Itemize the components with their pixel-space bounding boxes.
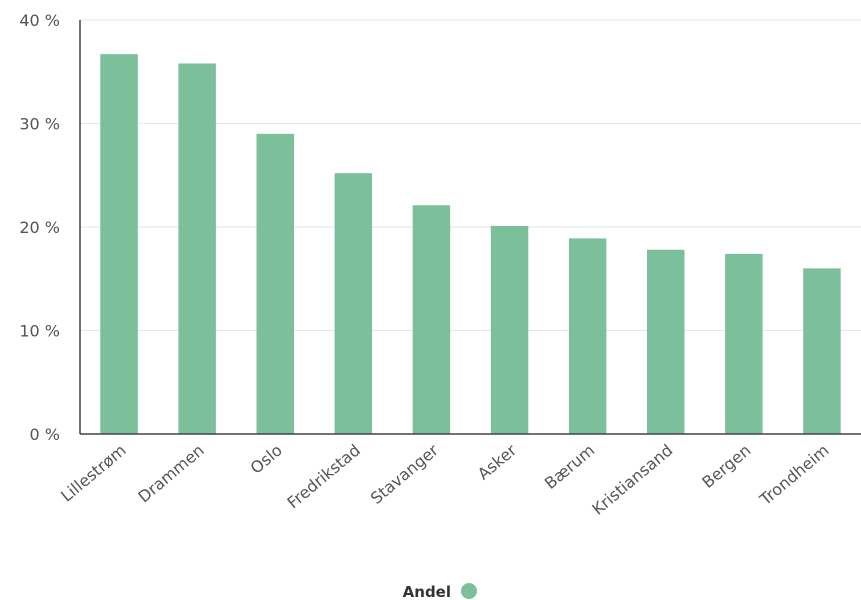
y-tick-label: 10 % — [19, 322, 60, 341]
y-tick-label: 20 % — [19, 218, 60, 237]
y-tick-label: 0 % — [30, 425, 60, 444]
x-tick-label: Oslo — [247, 441, 286, 478]
bar[interactable] — [568, 238, 607, 434]
x-tick-label: Trondheim — [755, 441, 832, 510]
bar[interactable] — [803, 268, 841, 434]
y-tick-label: 40 % — [19, 11, 60, 30]
bar[interactable] — [334, 173, 373, 434]
x-tick-label: Drammen — [134, 441, 207, 507]
x-tick-label: Kristiansand — [588, 441, 676, 519]
y-axis-labels: 0 % 10 % 20 % 30 % 40 % — [19, 11, 60, 444]
bar[interactable] — [412, 205, 451, 434]
x-tick-label: Bergen — [698, 441, 754, 492]
legend-marker — [461, 583, 477, 599]
bar[interactable] — [256, 133, 294, 434]
bar[interactable] — [178, 63, 216, 434]
x-tick-label: Fredrikstad — [283, 441, 363, 513]
bars — [100, 54, 841, 434]
legend[interactable]: Andel — [403, 583, 477, 600]
bar[interactable] — [100, 54, 138, 434]
bar[interactable] — [725, 253, 763, 434]
x-tick-label: Asker — [474, 440, 521, 483]
x-tick-label: Lillestrøm — [57, 441, 129, 506]
legend-label: Andel — [403, 583, 451, 600]
bar[interactable] — [647, 249, 685, 434]
x-tick-label: Stavanger — [367, 440, 443, 508]
bar[interactable] — [490, 225, 529, 434]
y-tick-label: 30 % — [19, 115, 60, 134]
x-tick-label: Bærum — [541, 441, 598, 493]
